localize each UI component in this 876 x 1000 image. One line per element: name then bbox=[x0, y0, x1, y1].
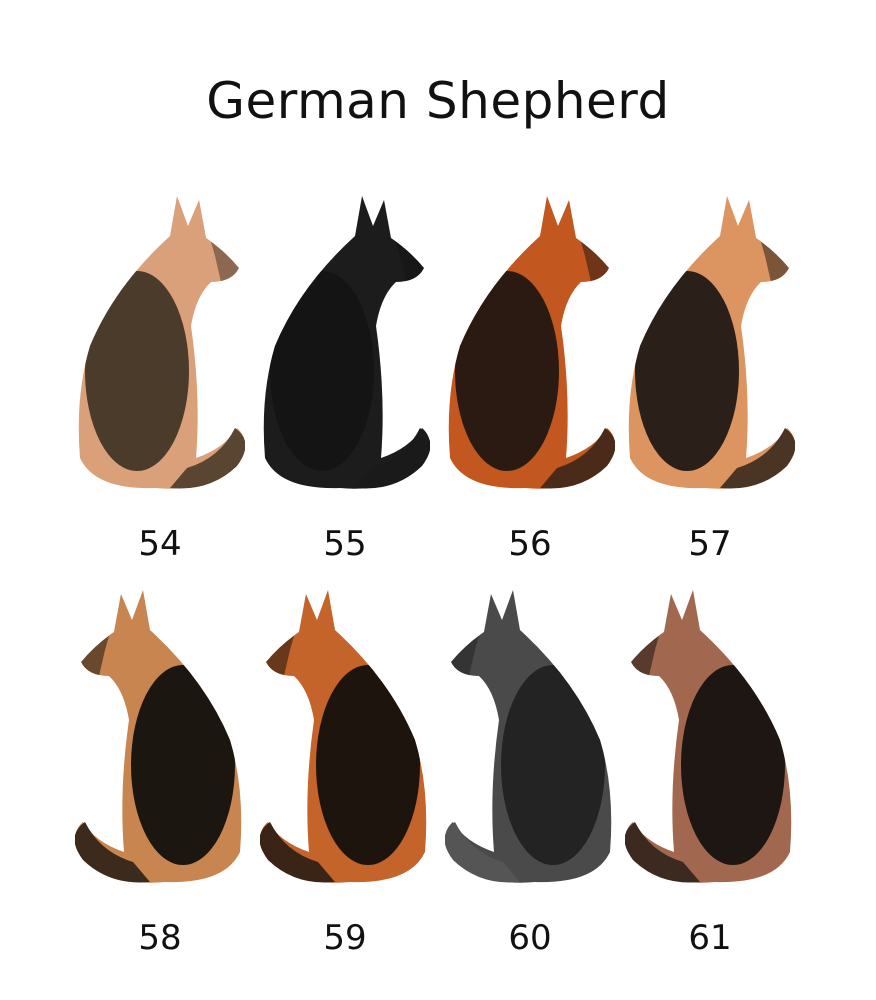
variant-number: 56 bbox=[508, 524, 552, 564]
dog-variant-55: 55 bbox=[255, 196, 435, 564]
page-title: German Shepherd bbox=[206, 72, 670, 130]
dog-saddle bbox=[635, 271, 739, 471]
dog-saddle bbox=[270, 271, 374, 471]
german-shepherd-illustration bbox=[260, 590, 427, 883]
dog-variant-61: 61 bbox=[620, 590, 800, 958]
dog-tail bbox=[260, 822, 335, 883]
dog-tail bbox=[625, 822, 700, 883]
variant-number: 59 bbox=[323, 918, 367, 958]
german-shepherd-illustration bbox=[263, 196, 430, 489]
german-shepherd-illustration bbox=[75, 590, 242, 883]
variant-number: 55 bbox=[323, 524, 367, 564]
variant-number: 58 bbox=[138, 918, 182, 958]
dog-saddle bbox=[681, 665, 785, 865]
dog-saddle bbox=[316, 665, 420, 865]
dog-saddle bbox=[131, 665, 235, 865]
variant-number: 61 bbox=[688, 918, 732, 958]
german-shepherd-illustration bbox=[628, 196, 795, 489]
german-shepherd-illustration bbox=[78, 196, 245, 489]
variant-number: 54 bbox=[138, 524, 182, 564]
dog-tail bbox=[75, 822, 150, 883]
dog-tail bbox=[355, 428, 430, 489]
dog-saddle bbox=[85, 271, 189, 471]
dog-saddle bbox=[455, 271, 559, 471]
dog-variant-59: 59 bbox=[255, 590, 435, 958]
german-shepherd-illustration bbox=[625, 590, 792, 883]
dog-tail bbox=[540, 428, 615, 489]
variant-number: 57 bbox=[688, 524, 732, 564]
dog-variant-54: 54 bbox=[70, 196, 250, 564]
dog-tail bbox=[170, 428, 245, 489]
dog-variant-57: 57 bbox=[620, 196, 800, 564]
german-shepherd-illustration bbox=[448, 196, 615, 489]
german-shepherd-illustration bbox=[445, 590, 612, 883]
dog-variant-60: 60 bbox=[440, 590, 620, 958]
dog-tail bbox=[445, 822, 520, 883]
dog-variant-56: 56 bbox=[440, 196, 620, 564]
dog-saddle bbox=[501, 665, 605, 865]
dog-variant-58: 58 bbox=[70, 590, 250, 958]
dog-tail bbox=[720, 428, 795, 489]
variant-number: 60 bbox=[508, 918, 552, 958]
